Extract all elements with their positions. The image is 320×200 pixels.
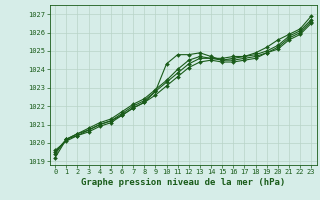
X-axis label: Graphe pression niveau de la mer (hPa): Graphe pression niveau de la mer (hPa) — [81, 178, 285, 187]
